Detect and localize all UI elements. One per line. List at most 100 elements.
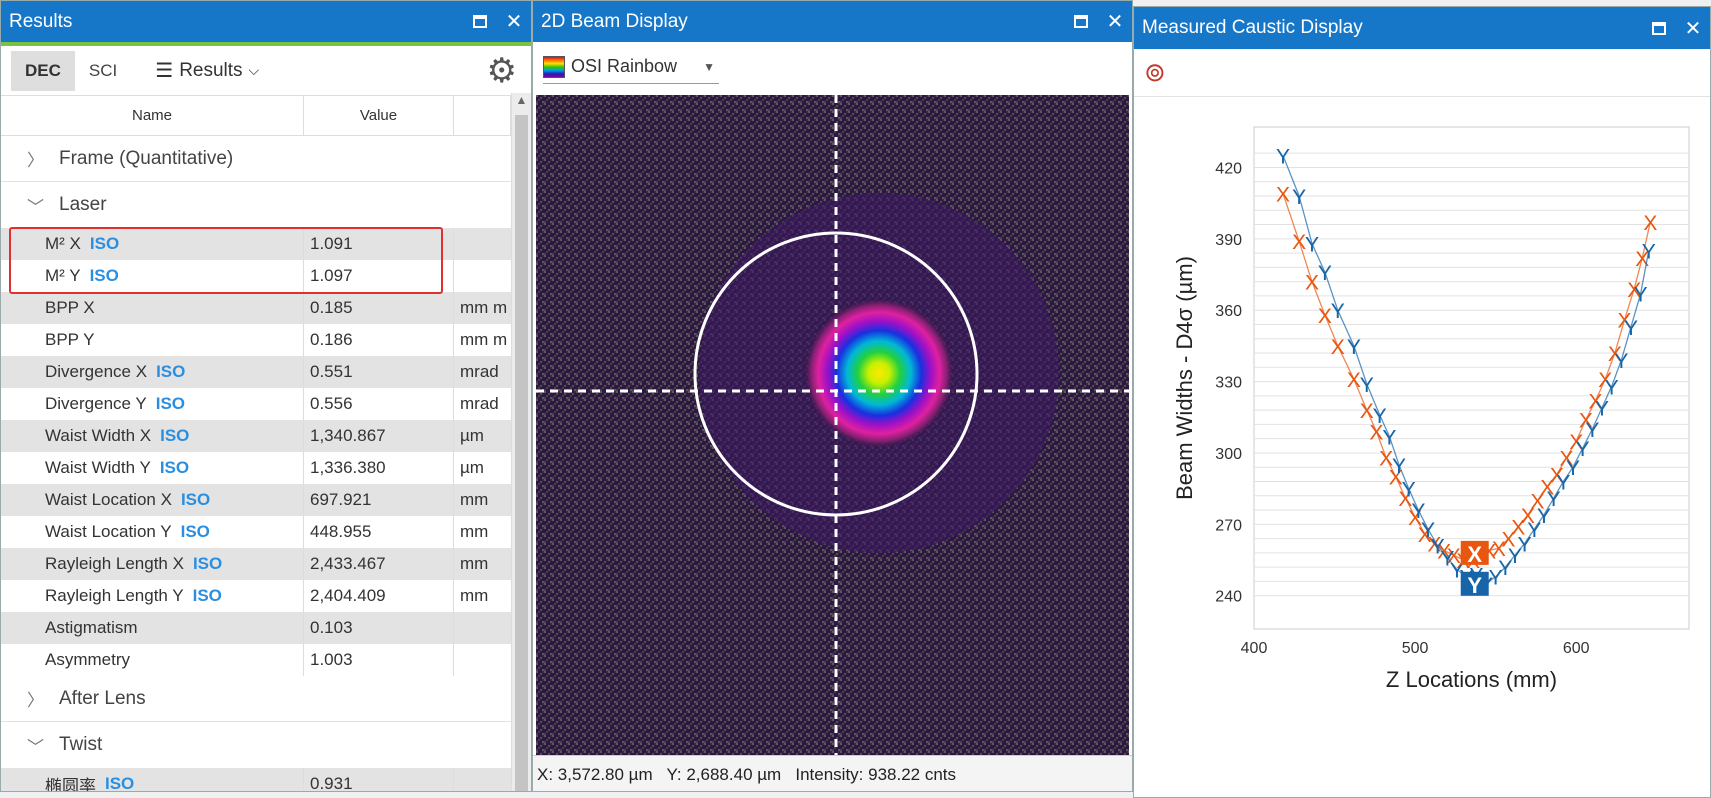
target-probe-icon[interactable]: ⊚ [1144, 57, 1166, 87]
chevron-down-icon: ﹀ [27, 737, 44, 757]
data-point-x: X [1369, 422, 1383, 445]
beam-spot [803, 297, 955, 449]
sci-button[interactable]: SCI [88, 60, 118, 80]
row-unit: mm [460, 522, 489, 541]
iso-badge[interactable]: ISO [159, 458, 190, 477]
group-frame[interactable]: 〉 Frame (Quantitative) [1, 136, 511, 182]
iso-badge[interactable]: ISO [156, 362, 186, 381]
close-button[interactable]: ✕ [1098, 9, 1132, 34]
palette-label: OSI Rainbow [571, 56, 678, 76]
chevron-right-icon: 〉 [27, 151, 44, 170]
row-unit: µm [460, 426, 484, 445]
group-after-lens[interactable]: 〉 After Lens [1, 676, 511, 722]
data-point-x: X [1589, 391, 1603, 414]
iso-badge[interactable]: ISO [105, 774, 135, 792]
iso-badge[interactable]: ISO [155, 394, 186, 413]
table-row[interactable]: BPP X 0.185 mm m [1, 292, 511, 324]
chevron-down-icon: ⌵ [248, 62, 260, 78]
table-row[interactable]: Astigmatism 0.103 [1, 612, 511, 644]
table-row[interactable]: Waist Location Y ISO 448.955 mm [1, 516, 511, 548]
data-point-x: X [1618, 310, 1632, 333]
row-unit: mm [460, 490, 489, 509]
iso-badge[interactable]: ISO [160, 426, 190, 445]
column-header-name[interactable]: Name [1, 96, 304, 135]
group-laser[interactable]: ﹀ Laser [1, 182, 511, 228]
scrollbar-thumb[interactable] [515, 115, 528, 791]
row-name: Waist Location X ISO [1, 484, 304, 516]
row-name: Divergence X ISO [1, 356, 304, 388]
iso-badge[interactable]: ISO [89, 234, 120, 253]
y-tick-label: 420 [1215, 160, 1242, 177]
waist-marker-y [1460, 571, 1489, 596]
iso-badge[interactable]: ISO [89, 266, 119, 285]
table-row[interactable]: Waist Width Y ISO 1,336.380 µm [1, 452, 511, 484]
palette-select[interactable]: OSI Rainbow ▼ [543, 50, 719, 84]
row-unit: mm [460, 586, 489, 605]
data-point-x: X [1379, 448, 1393, 471]
row-value: 1.097 [304, 260, 454, 292]
row-name-label: Waist Width X [45, 426, 152, 445]
iso-badge[interactable]: ISO [192, 586, 222, 605]
y-tick-label: 390 [1215, 232, 1242, 249]
data-point-y: Y [1382, 426, 1396, 449]
table-row[interactable]: Waist Location X ISO 697.921 mm [1, 484, 511, 516]
data-point-x: X [1627, 279, 1641, 302]
table-row[interactable]: BPP Y 0.186 mm m [1, 324, 511, 356]
data-point-x: X [1598, 369, 1612, 392]
iso-badge[interactable]: ISO [180, 490, 211, 509]
beam-image[interactable] [536, 95, 1129, 755]
x-axis-label: Z Locations (mm) [1386, 667, 1557, 692]
gear-icon[interactable]: ⚙ [486, 51, 517, 90]
row-value: 0.931 [304, 768, 454, 791]
data-point-x: X [1521, 505, 1535, 528]
column-header-unit[interactable] [454, 96, 511, 135]
row-name: BPP X [1, 292, 304, 324]
data-point-y: Y [1614, 350, 1628, 373]
row-value: 0.186 [304, 324, 454, 356]
data-point-y: Y [1498, 557, 1512, 580]
y-tick-label: 240 [1215, 589, 1242, 606]
group-label: After Lens [59, 687, 146, 709]
caustic-display-panel: Measured Caustic Display ✕ ⊚ 240 270 300 33… [1133, 6, 1711, 798]
data-point-y: Y [1411, 500, 1425, 523]
table-row[interactable]: Rayleigh Length Y ISO 2,404.409 mm [1, 580, 511, 612]
table-row[interactable]: M² X ISO 1.091 [1, 228, 511, 260]
dec-button[interactable]: DEC [11, 50, 75, 91]
data-point-x: X [1331, 336, 1345, 359]
iso-badge[interactable]: ISO [192, 554, 223, 573]
data-point-x: X [1511, 517, 1525, 540]
vertical-scrollbar[interactable]: ▲ [511, 93, 531, 791]
results-menu-button[interactable]: ☰ Results ⌵ [141, 51, 273, 91]
table-row[interactable]: M² Y ISO 1.097 [1, 260, 511, 292]
x-tick-label: 600 [1563, 640, 1590, 657]
maximize-button[interactable] [1064, 10, 1098, 33]
table-row[interactable]: Divergence Y ISO 0.556 mrad [1, 388, 511, 420]
iso-badge[interactable]: ISO [180, 522, 210, 541]
column-header-value[interactable]: Value [304, 96, 454, 135]
table-row[interactable]: Divergence X ISO 0.551 mrad [1, 356, 511, 388]
data-point-y: Y [1292, 186, 1306, 209]
row-name: Divergence Y ISO [1, 388, 304, 420]
beam-toolbar: OSI Rainbow ▼ [533, 42, 1132, 92]
maximize-button[interactable] [463, 10, 497, 33]
table-row[interactable]: 椭圆率 ISO 0.931 [1, 768, 511, 792]
group-twist[interactable]: ﹀ Twist [1, 722, 511, 768]
row-name-label: BPP Y [45, 330, 95, 349]
row-name: Waist Location Y ISO [1, 516, 304, 548]
scroll-up-icon[interactable]: ▲ [515, 93, 528, 107]
data-point-y: Y [1624, 317, 1638, 340]
table-row[interactable]: Asymmetry 1.003 [1, 644, 511, 676]
table-row[interactable]: Rayleigh Length X ISO 2,433.467 mm [1, 548, 511, 580]
row-name-label: Divergence Y [45, 394, 147, 413]
close-button[interactable]: ✕ [497, 9, 531, 34]
data-point-y: Y [1595, 398, 1609, 421]
row-unit [454, 644, 511, 676]
results-panel: Results ✕ DEC SCI ☰ Results ⌵ ⚙ Name Val… [0, 0, 532, 792]
row-value: 1,340.867 [304, 420, 454, 452]
close-button[interactable]: ✕ [1676, 16, 1710, 41]
maximize-button[interactable] [1642, 17, 1676, 40]
data-point-y: Y [1556, 471, 1570, 494]
row-value: 0.185 [304, 292, 454, 324]
group-label: Twist [59, 734, 103, 755]
table-row[interactable]: Waist Width X ISO 1,340.867 µm [1, 420, 511, 452]
